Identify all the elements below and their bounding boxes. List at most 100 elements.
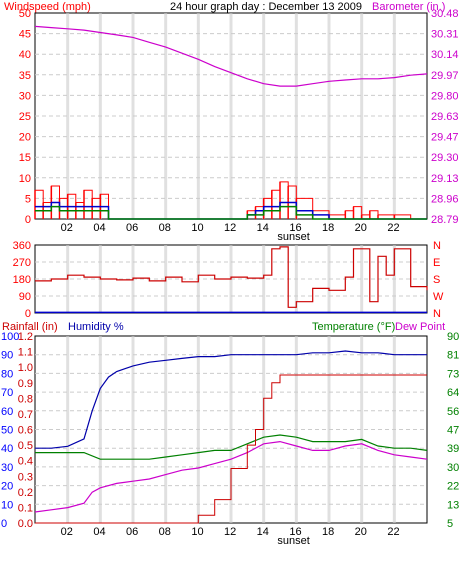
p1-ytick-label: 25 bbox=[19, 111, 31, 123]
p3-temp-tick: 81 bbox=[447, 350, 459, 362]
p1-y2tick-label: 29.47 bbox=[431, 132, 459, 144]
p1-y2tick-label: 28.96 bbox=[431, 193, 459, 205]
p3-temp-tick: 13 bbox=[447, 499, 459, 511]
p3-temp-tick: 47 bbox=[447, 425, 459, 437]
ylabel-humidity: Humidity % bbox=[68, 321, 124, 333]
p1-sunset-label: sunset bbox=[277, 231, 309, 243]
p3-xtick-label: 20 bbox=[355, 526, 367, 538]
wind-average-line bbox=[35, 205, 427, 220]
p2-ytick-label: 270 bbox=[13, 257, 31, 269]
p3-rain-tick: 0.9 bbox=[18, 378, 33, 390]
p3-temp-tick: 64 bbox=[447, 387, 459, 399]
p1-y2tick-label: 28.79 bbox=[431, 214, 459, 226]
wind-baro-panel: 0 5 10 15 20 25 30 35 40 45 50 28.79 28.96 29.13 29.30… bbox=[19, 8, 459, 243]
p3-xtick-label: 06 bbox=[126, 526, 138, 538]
windspeed-line bbox=[35, 181, 412, 220]
p1-ytick-label: 0 bbox=[25, 214, 31, 226]
p1-y2tick-label: 29.13 bbox=[431, 173, 459, 185]
p3-humidity-tick: 60 bbox=[1, 406, 13, 418]
wind-direction-line bbox=[35, 246, 428, 308]
p1-xtick-label: 18 bbox=[322, 222, 334, 234]
p3-humidity-tick: 20 bbox=[1, 481, 13, 493]
p1-xtick-label: 04 bbox=[93, 222, 105, 234]
humidity-line bbox=[35, 350, 427, 449]
p3-rain-tick: 1.2 bbox=[18, 331, 33, 343]
p1-ytick-label: 30 bbox=[19, 90, 31, 102]
p3-rain-tick: 0.5 bbox=[18, 440, 33, 452]
p2-compass-label: S bbox=[433, 274, 440, 286]
p1-xtick-label: 10 bbox=[191, 222, 203, 234]
p1-xtick-label: 02 bbox=[61, 222, 73, 234]
p3-temp-tick: 73 bbox=[447, 368, 459, 380]
p1-xtick-label: 08 bbox=[159, 222, 171, 234]
p3-rain-tick: 0.7 bbox=[18, 409, 33, 421]
p3-xtick-label: 22 bbox=[387, 526, 399, 538]
p1-y2tick-label: 30.31 bbox=[431, 29, 459, 41]
p2-compass-label: N bbox=[433, 240, 441, 252]
ylabel-rainfall: Rainfall (in) bbox=[2, 321, 58, 333]
p2-compass-label: E bbox=[433, 257, 440, 269]
rainfall-line bbox=[35, 374, 427, 524]
p1-ytick-label: 15 bbox=[19, 152, 31, 164]
p1-ytick-label: 10 bbox=[19, 173, 31, 185]
p1-xtick-label: 12 bbox=[224, 222, 236, 234]
p3-xtick-label: 10 bbox=[191, 526, 203, 538]
p3-temp-tick: 39 bbox=[447, 443, 459, 455]
p1-xtick-label: 20 bbox=[355, 222, 367, 234]
chart-title: 24 hour graph day : December 13 2009 bbox=[170, 1, 362, 13]
p2-ytick-label: 180 bbox=[13, 274, 31, 286]
p1-y2tick-label: 29.30 bbox=[431, 152, 459, 164]
p1-ytick-label: 5 bbox=[25, 193, 31, 205]
p3-humidity-tick: 90 bbox=[1, 350, 13, 362]
p2-compass-label: N bbox=[433, 308, 441, 320]
p2-ytick-label: 0 bbox=[25, 308, 31, 320]
barometer-line bbox=[34, 25, 428, 87]
temperature-line bbox=[35, 434, 428, 460]
p3-rain-tick: 0.6 bbox=[18, 425, 33, 437]
p3-rain-tick: 0.0 bbox=[18, 518, 33, 530]
p1-y2tick-label: 30.48 bbox=[431, 8, 459, 20]
p2-ytick-label: 90 bbox=[19, 291, 31, 303]
p3-rain-tick: 0.8 bbox=[18, 393, 33, 405]
p1-ytick-label: 45 bbox=[19, 29, 31, 41]
p3-humidity-tick: 70 bbox=[1, 387, 13, 399]
p3-xtick-label: 18 bbox=[322, 526, 334, 538]
p3-temp-tick: 22 bbox=[447, 481, 459, 493]
p3-humidity-tick: 80 bbox=[1, 368, 13, 380]
p3-rain-tick: 0.3 bbox=[18, 471, 33, 483]
p1-ytick-label: 50 bbox=[19, 8, 31, 20]
p3-xtick-label: 14 bbox=[257, 526, 269, 538]
p3-humidity-tick: 50 bbox=[1, 425, 13, 437]
panel-labels: Windspeed (mph) 24 hour graph day : Dece… bbox=[2, 1, 445, 333]
p3-xtick-label: 04 bbox=[93, 526, 105, 538]
p1-ytick-label: 40 bbox=[19, 49, 31, 61]
p1-y2tick-label: 30.14 bbox=[431, 49, 459, 61]
ylabel-barometer: Barometer (in.) bbox=[372, 1, 445, 13]
rain-humidity-temp-panel: 0 10 20 30 40 50 60 70 80 90 100 0.0 0.1 0.2 0.3 0.4 0.5… bbox=[1, 331, 459, 547]
p3-temp-tick: 5 bbox=[447, 518, 453, 530]
p3-temp-tick: 90 bbox=[447, 331, 459, 343]
p3-xtick-label: 08 bbox=[159, 526, 171, 538]
p3-humidity-tick: 100 bbox=[1, 331, 19, 343]
p3-xtick-label: 12 bbox=[224, 526, 236, 538]
p2-compass-label: W bbox=[433, 291, 444, 303]
p3-sunset-label: sunset bbox=[277, 535, 309, 547]
p1-xtick-label: 06 bbox=[126, 222, 138, 234]
dewpoint-line bbox=[34, 440, 428, 513]
p3-humidity-tick: 40 bbox=[1, 443, 13, 455]
p3-xtick-label: 16 bbox=[289, 526, 301, 538]
p1-xtick-label: 14 bbox=[257, 222, 269, 234]
p1-y2tick-label: 29.63 bbox=[431, 111, 459, 123]
p1-ytick-label: 20 bbox=[19, 132, 31, 144]
p1-ytick-label: 35 bbox=[19, 70, 31, 82]
p1-xtick-label: 22 bbox=[387, 222, 399, 234]
p3-rain-tick: 1.0 bbox=[18, 362, 33, 374]
p3-temp-tick: 30 bbox=[447, 462, 459, 474]
ylabel-dewpoint: Dew Point bbox=[395, 321, 445, 333]
p3-humidity-tick: 30 bbox=[1, 462, 13, 474]
p3-xtick-label: 02 bbox=[61, 526, 73, 538]
p3-humidity-tick: 10 bbox=[1, 499, 13, 511]
